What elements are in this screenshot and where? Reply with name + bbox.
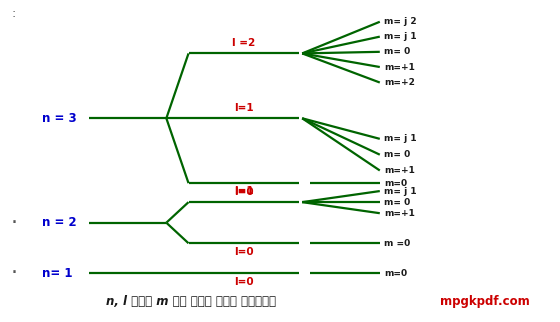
Text: m=+1: m=+1: [384, 62, 415, 71]
Text: l=1: l=1: [234, 103, 254, 113]
Text: n= 1: n= 1: [41, 267, 72, 280]
Text: l=0: l=0: [234, 187, 254, 197]
Text: l =2: l =2: [232, 38, 255, 48]
Text: m= 0: m= 0: [384, 198, 410, 207]
Text: mpgkpdf.com: mpgkpdf.com: [440, 295, 530, 308]
Text: m= j 1: m= j 1: [384, 186, 417, 195]
Text: n = 3: n = 3: [41, 112, 76, 125]
Text: m=+2: m=+2: [384, 78, 415, 87]
Text: m =0: m =0: [384, 239, 410, 248]
Text: l=0: l=0: [234, 277, 254, 287]
Text: n = 2: n = 2: [41, 216, 76, 229]
Text: m= 0: m= 0: [384, 150, 410, 159]
Text: m= 0: m= 0: [384, 47, 410, 56]
Text: :: :: [11, 7, 15, 20]
Text: n, l एवं m का आपस में संबंध: n, l एवं m का आपस में संबंध: [106, 295, 276, 308]
Text: m= j 1: m= j 1: [384, 134, 417, 143]
Text: m=0: m=0: [384, 179, 407, 188]
Text: m=+1: m=+1: [384, 209, 415, 218]
Text: m= j 2: m= j 2: [384, 17, 417, 26]
Text: l=1: l=1: [234, 186, 254, 196]
Text: ·: ·: [11, 263, 18, 283]
Text: ·: ·: [11, 213, 18, 233]
Text: m=+1: m=+1: [384, 166, 415, 175]
Text: l=0: l=0: [234, 247, 254, 257]
Text: m=0: m=0: [384, 269, 407, 278]
Text: m= j 1: m= j 1: [384, 32, 417, 41]
